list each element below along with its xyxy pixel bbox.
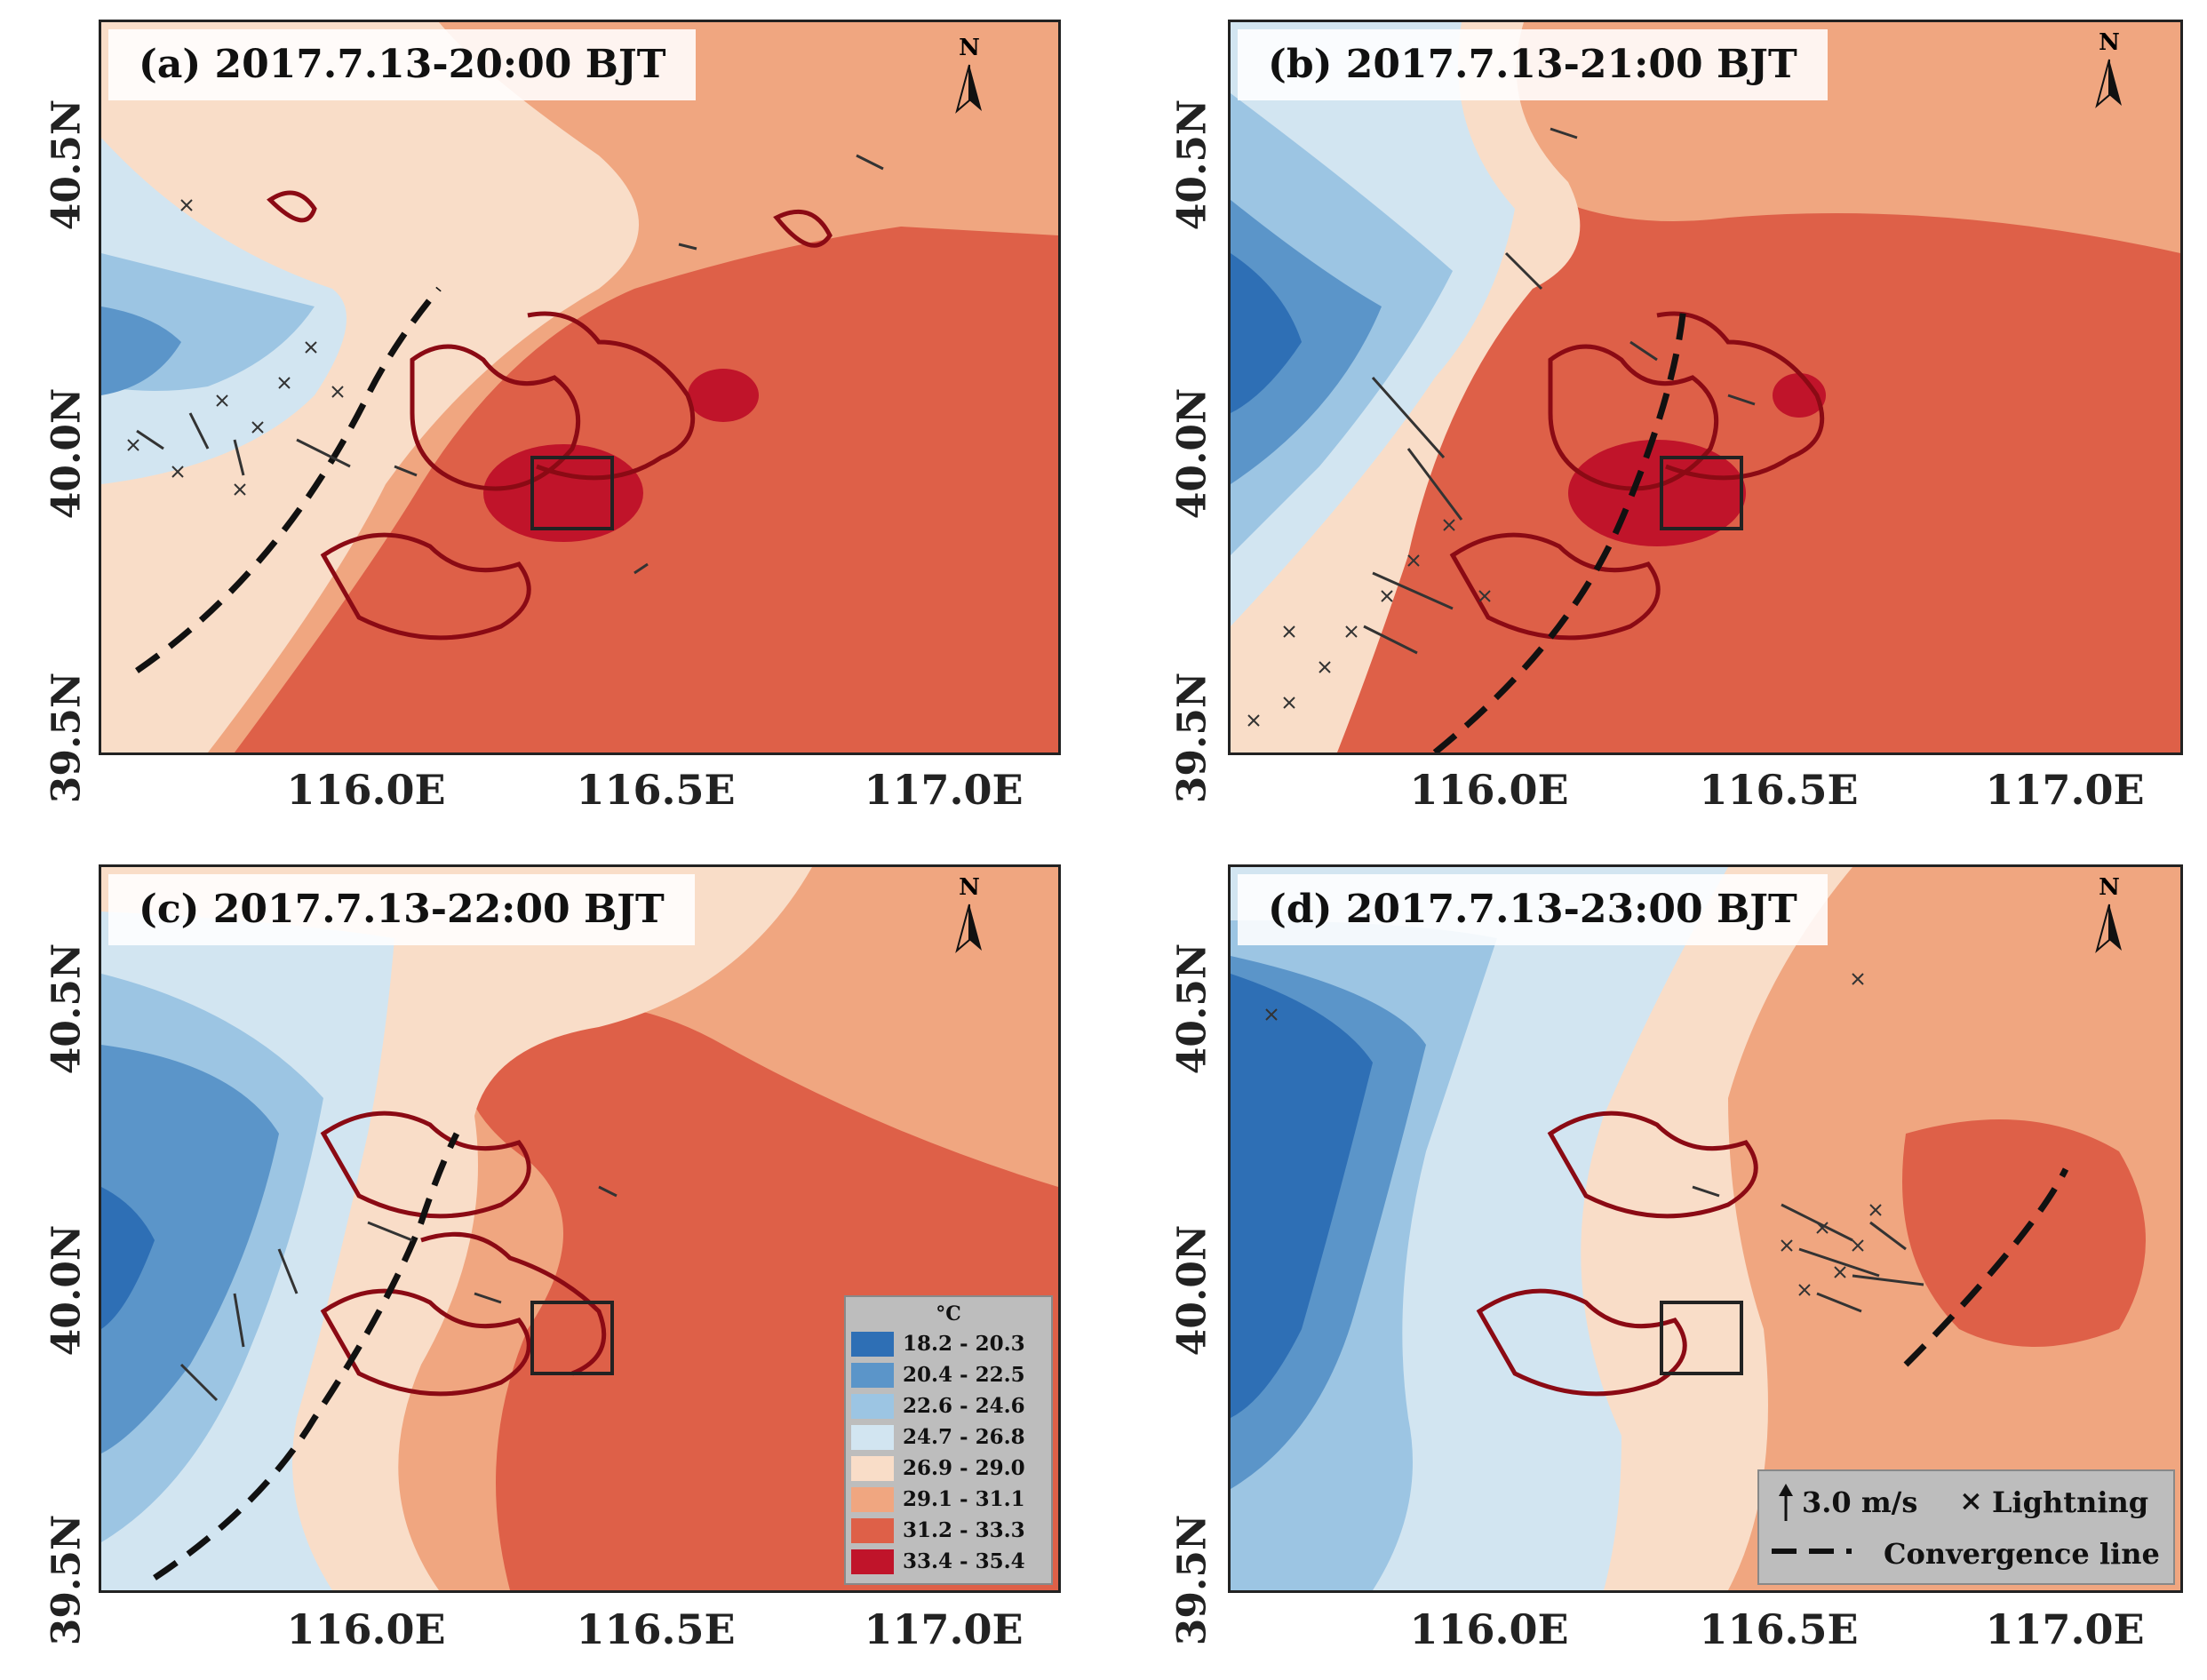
temperature-field-c (101, 867, 1058, 1590)
north-arrow-icon: N (2091, 29, 2127, 109)
legend-row: 33.4 - 35.4 (851, 1547, 1046, 1576)
legend-swatch (851, 1424, 894, 1450)
legend-row: 18.2 - 20.3 (851, 1329, 1046, 1358)
legend-swatch (851, 1486, 894, 1512)
panel-b: (b) 2017.7.13-21:00 BJT N 40.5N 40.0N 39… (1121, 0, 2207, 840)
panel-title-c: (c) 2017.7.13-22:00 BJT (108, 874, 695, 945)
legend-label: 29.1 - 31.1 (903, 1487, 1025, 1511)
x-tick-116.5: 116.5E (576, 766, 736, 814)
x-tick-116.5: 116.5E (576, 1605, 736, 1653)
legend-label: 26.9 - 29.0 (903, 1456, 1025, 1480)
temperature-field-b (1231, 22, 2180, 752)
y-tick-40.5: 40.5N (44, 943, 90, 1075)
y-tick-40.0: 40.0N (44, 387, 90, 520)
panel-title-a: (a) 2017.7.13-20:00 BJT (108, 29, 697, 100)
legend-swatch (851, 1549, 894, 1574)
legend-unit: °C (936, 1302, 961, 1326)
legend-swatch (851, 1455, 894, 1481)
y-tick-40.0: 40.0N (1169, 1224, 1215, 1357)
x-tick-117.0: 117.0E (864, 1605, 1024, 1653)
legend-row: 29.1 - 31.1 (851, 1485, 1046, 1514)
legend-label: 24.7 - 26.8 (903, 1425, 1025, 1449)
legend-swatch (851, 1393, 894, 1419)
x-tick-117.0: 117.0E (1985, 766, 2145, 814)
legend-row: 26.9 - 29.0 (851, 1453, 1046, 1483)
north-arrow-icon: N (2091, 874, 2127, 954)
legend-row: 24.7 - 26.8 (851, 1422, 1046, 1452)
panel-c: (c) 2017.7.13-22:00 BJT N °C 18.2 - 20.3… (0, 840, 1104, 1680)
y-tick-39.5: 39.5N (44, 672, 90, 804)
map-c: (c) 2017.7.13-22:00 BJT N °C 18.2 - 20.3… (99, 864, 1061, 1593)
north-arrow-icon: N (952, 874, 987, 954)
legend-label: 18.2 - 20.3 (903, 1332, 1025, 1356)
legend-label: 22.6 - 24.6 (903, 1394, 1025, 1418)
wind-arrow-icon (1779, 1484, 1793, 1521)
y-tick-40.0: 40.0N (1169, 387, 1215, 520)
legend-row: 22.6 - 24.6 (851, 1391, 1046, 1421)
x-tick-116.5: 116.5E (1699, 766, 1859, 814)
lightning-marks-a (127, 199, 344, 496)
legend-row: 20.4 - 22.5 (851, 1360, 1046, 1389)
legend-swatch (851, 1362, 894, 1388)
convergence-line-label: Convergence line (1884, 1537, 2160, 1571)
map-d: (d) 2017.7.13-23:00 BJT N 3.0 m/s × Ligh… (1228, 864, 2183, 1593)
x-tick-116.5: 116.5E (1699, 1605, 1859, 1653)
legend-label: 33.4 - 35.4 (903, 1549, 1025, 1573)
lightning-label: Lightning (1992, 1485, 2149, 1519)
y-tick-40.5: 40.5N (44, 99, 90, 231)
lightning-marks-d (1265, 973, 1882, 1296)
x-tick-117.0: 117.0E (864, 766, 1024, 814)
y-tick-40.5: 40.5N (1169, 943, 1215, 1075)
legend-swatch (851, 1517, 894, 1543)
x-tick-116.0: 116.0E (1409, 1605, 1569, 1653)
panel-a: (a) 2017.7.13-20:00 BJT N 40.5N 40.0N 39… (0, 0, 1104, 840)
y-tick-39.5: 39.5N (1169, 1514, 1215, 1646)
panel-title-b: (b) 2017.7.13-21:00 BJT (1238, 29, 1828, 100)
north-arrow-icon: N (952, 35, 987, 115)
lightning-marks-b (1247, 519, 1491, 727)
legend-row: 31.2 - 33.3 (851, 1516, 1046, 1545)
y-tick-39.5: 39.5N (44, 1514, 90, 1646)
convergence-line-icon (1772, 1549, 1852, 1554)
legend-label: 20.4 - 22.5 (903, 1363, 1025, 1387)
map-key: 3.0 m/s × Lightning Convergence line (1757, 1469, 2175, 1585)
panel-d: (d) 2017.7.13-23:00 BJT N 3.0 m/s × Ligh… (1121, 840, 2207, 1680)
map-b: (b) 2017.7.13-21:00 BJT N (1228, 20, 2183, 755)
y-tick-39.5: 39.5N (1169, 672, 1215, 804)
y-tick-40.0: 40.0N (44, 1224, 90, 1357)
map-a: (a) 2017.7.13-20:00 BJT N (99, 20, 1061, 755)
x-tick-117.0: 117.0E (1985, 1605, 2145, 1653)
panel-title-d: (d) 2017.7.13-23:00 BJT (1238, 874, 1828, 945)
temperature-field-a (101, 22, 1058, 752)
temperature-legend: °C 18.2 - 20.3 20.4 - 22.5 22.6 - 24.6 2… (844, 1295, 1053, 1585)
x-tick-116.0: 116.0E (286, 1605, 446, 1653)
temperature-field-d (1231, 867, 2180, 1590)
wind-scale-label: 3.0 m/s (1802, 1485, 1918, 1519)
legend-swatch (851, 1331, 894, 1357)
lightning-icon: × (1959, 1484, 1983, 1517)
x-tick-116.0: 116.0E (1409, 766, 1569, 814)
y-tick-40.5: 40.5N (1169, 99, 1215, 231)
x-tick-116.0: 116.0E (286, 766, 446, 814)
legend-label: 31.2 - 33.3 (903, 1518, 1025, 1542)
